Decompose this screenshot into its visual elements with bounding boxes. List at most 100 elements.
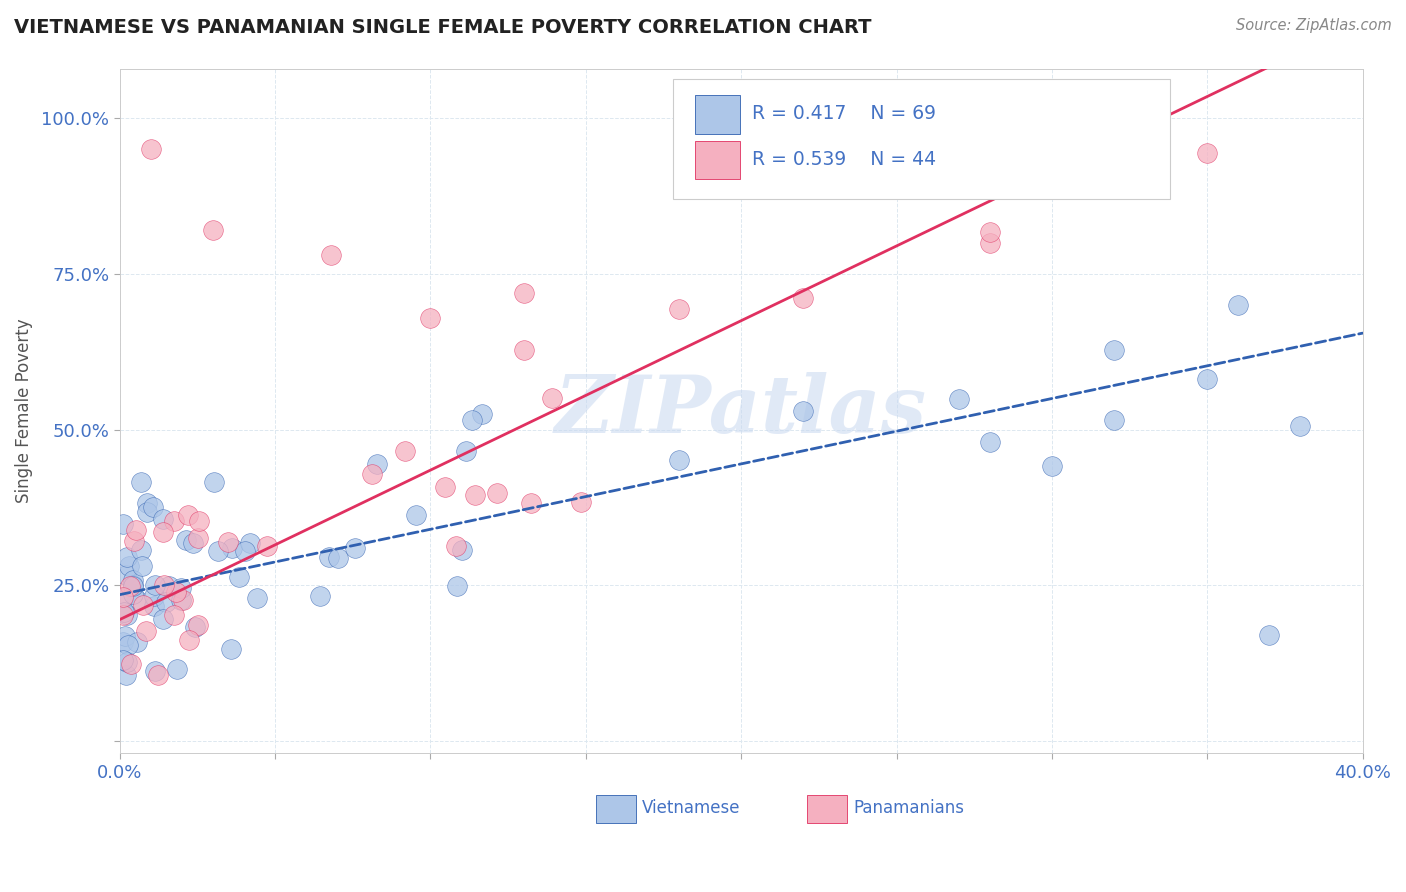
Point	[152, 524, 174, 539]
Point	[520, 496, 543, 510]
Point	[131, 599, 153, 613]
Point	[1227, 298, 1250, 312]
Point	[120, 657, 142, 671]
Point	[1197, 372, 1219, 386]
Point	[111, 591, 134, 605]
Point	[118, 579, 141, 593]
Point	[184, 620, 207, 634]
Point	[115, 668, 138, 682]
Point	[114, 629, 136, 643]
Point	[1289, 419, 1312, 434]
Point	[136, 496, 159, 510]
Point	[121, 573, 143, 587]
Point	[446, 579, 468, 593]
Point	[152, 512, 174, 526]
Point	[394, 443, 416, 458]
Point	[163, 608, 186, 623]
Point	[201, 223, 224, 237]
Point	[127, 593, 149, 607]
Point	[405, 508, 427, 523]
FancyBboxPatch shape	[807, 795, 846, 823]
Point	[569, 495, 592, 509]
Point	[170, 592, 193, 607]
Point	[187, 531, 209, 545]
Point	[326, 550, 349, 565]
Point	[512, 343, 534, 358]
Text: Panamanians: Panamanians	[853, 799, 965, 817]
Point	[1102, 112, 1125, 126]
Point	[319, 248, 342, 262]
Point	[176, 533, 198, 547]
Point	[464, 488, 486, 502]
Point	[121, 578, 143, 592]
FancyBboxPatch shape	[596, 795, 636, 823]
Point	[163, 514, 186, 528]
Point	[129, 543, 152, 558]
Point	[135, 505, 157, 519]
Point	[117, 549, 139, 564]
Point	[979, 225, 1001, 239]
Point	[239, 536, 262, 550]
Point	[344, 541, 367, 556]
Point	[122, 587, 145, 601]
Point	[979, 120, 1001, 135]
FancyBboxPatch shape	[695, 141, 740, 179]
Point	[219, 642, 242, 657]
Point	[152, 612, 174, 626]
Point	[450, 542, 472, 557]
Point	[111, 591, 134, 605]
Point	[131, 475, 153, 489]
Point	[1040, 459, 1063, 474]
Point	[188, 514, 211, 528]
Point	[485, 486, 508, 500]
Point	[177, 632, 200, 647]
Point	[979, 235, 1001, 250]
Point	[419, 310, 441, 325]
Point	[1102, 343, 1125, 357]
Point	[235, 543, 257, 558]
Point	[187, 617, 209, 632]
Point	[124, 534, 146, 549]
Text: R = 0.417    N = 69: R = 0.417 N = 69	[752, 103, 936, 122]
Point	[668, 301, 690, 316]
Point	[125, 523, 148, 537]
Point	[948, 392, 970, 406]
Point	[142, 599, 165, 614]
Point	[207, 543, 229, 558]
Point	[111, 607, 134, 622]
Point	[143, 590, 166, 604]
Point	[166, 662, 188, 676]
Point	[142, 500, 165, 514]
Text: Source: ZipAtlas.com: Source: ZipAtlas.com	[1236, 18, 1392, 33]
Text: VIETNAMESE VS PANAMANIAN SINGLE FEMALE POVERTY CORRELATION CHART: VIETNAMESE VS PANAMANIAN SINGLE FEMALE P…	[14, 18, 872, 37]
Point	[131, 559, 153, 574]
Point	[155, 595, 177, 609]
Point	[217, 534, 239, 549]
Text: R = 0.539    N = 44: R = 0.539 N = 44	[752, 150, 936, 169]
Y-axis label: Single Female Poverty: Single Female Poverty	[15, 318, 32, 503]
Point	[202, 475, 225, 490]
Point	[434, 480, 457, 494]
Point	[792, 403, 814, 417]
Point	[1258, 628, 1281, 642]
Point	[792, 291, 814, 305]
Point	[172, 593, 194, 607]
Point	[512, 285, 534, 300]
Text: Vietnamese: Vietnamese	[641, 799, 740, 817]
Point	[143, 578, 166, 592]
Point	[143, 665, 166, 679]
Point	[318, 549, 340, 564]
Text: ZIPatlas: ZIPatlas	[555, 372, 927, 450]
Point	[122, 579, 145, 593]
Point	[135, 624, 157, 638]
Point	[117, 638, 139, 652]
Point	[115, 568, 138, 582]
Point	[228, 570, 250, 584]
Point	[125, 634, 148, 648]
Point	[146, 668, 169, 682]
Point	[181, 536, 204, 550]
Point	[111, 635, 134, 649]
Point	[471, 407, 494, 421]
Point	[446, 539, 468, 553]
Point	[177, 508, 200, 522]
